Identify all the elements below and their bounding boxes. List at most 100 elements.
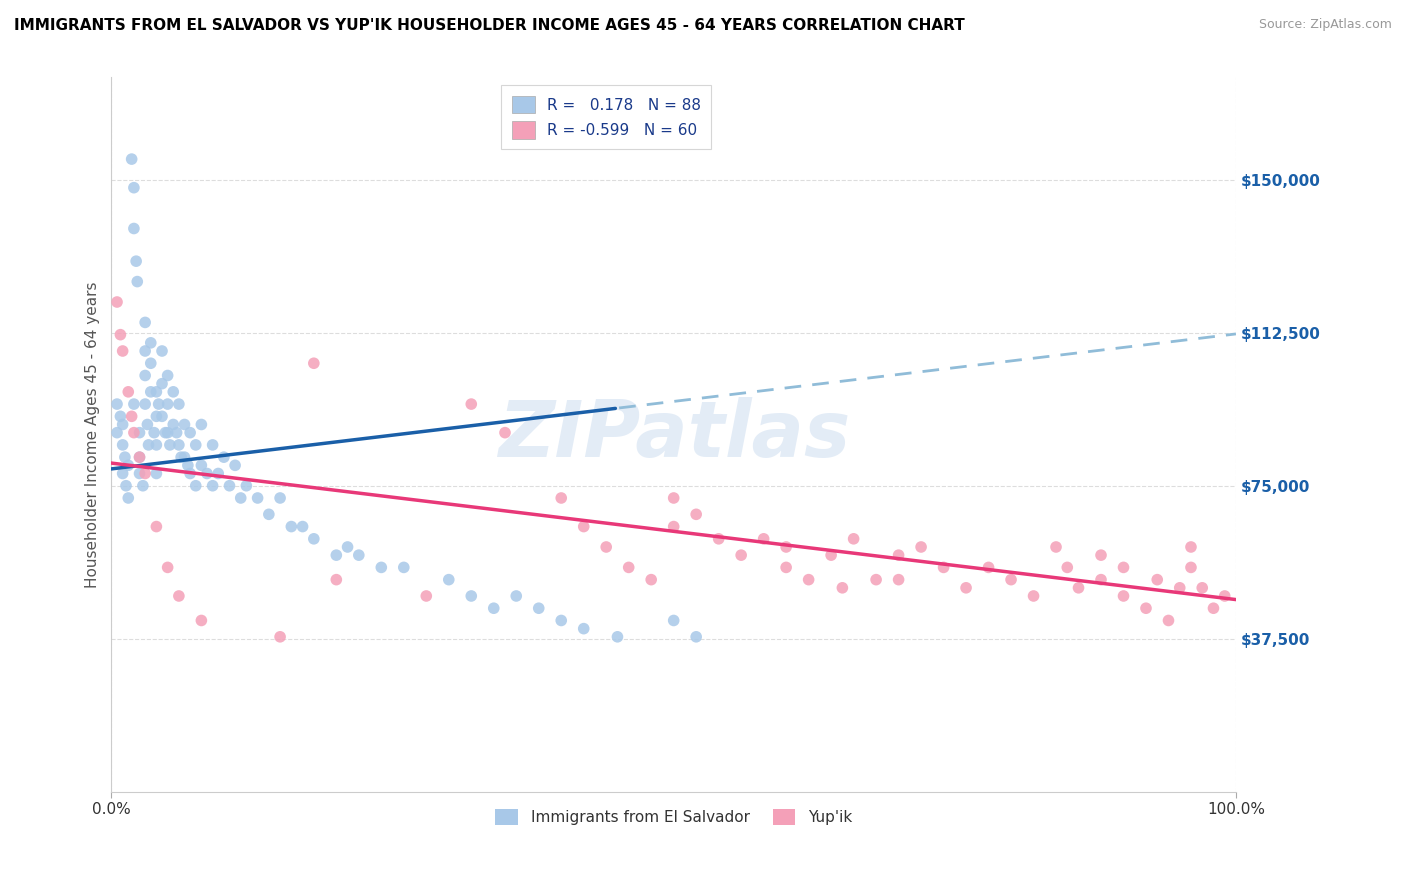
Point [179, 425, 201, 440]
Point [122, 397, 145, 411]
Point [1090, 573, 1112, 587]
Point [145, 438, 167, 452]
Point [136, 417, 159, 432]
Point [110, 409, 132, 424]
Point [775, 540, 797, 554]
Point [392, 560, 415, 574]
Point [1146, 573, 1168, 587]
Point [134, 397, 156, 411]
Point [775, 560, 797, 574]
Point [235, 479, 257, 493]
Point [177, 458, 200, 473]
Point [707, 532, 730, 546]
Point [302, 356, 325, 370]
Text: IMMIGRANTS FROM EL SALVADOR VS YUP'IK HOUSEHOLDER INCOME AGES 45 - 64 YEARS CORR: IMMIGRANTS FROM EL SALVADOR VS YUP'IK HO… [14, 18, 965, 33]
Point [1056, 560, 1078, 574]
Point [138, 438, 160, 452]
Text: ZIPatlas: ZIPatlas [498, 397, 849, 473]
Point [134, 368, 156, 383]
Point [145, 467, 167, 481]
Point [190, 458, 212, 473]
Point [797, 573, 820, 587]
Point [201, 479, 224, 493]
Point [229, 491, 252, 505]
Point [662, 519, 685, 533]
Point [218, 479, 240, 493]
Point [336, 540, 359, 554]
Point [662, 614, 685, 628]
Point [105, 397, 128, 411]
Point [595, 540, 617, 554]
Point [246, 491, 269, 505]
Point [195, 467, 218, 481]
Point [1045, 540, 1067, 554]
Point [166, 425, 188, 440]
Point [207, 467, 229, 481]
Point [460, 589, 482, 603]
Point [156, 368, 179, 383]
Point [842, 532, 865, 546]
Point [117, 491, 139, 505]
Point [114, 450, 136, 465]
Point [1180, 560, 1202, 574]
Point [143, 425, 166, 440]
Text: Source: ZipAtlas.com: Source: ZipAtlas.com [1258, 18, 1392, 31]
Point [1067, 581, 1090, 595]
Point [117, 458, 139, 473]
Point [257, 508, 280, 522]
Point [865, 573, 887, 587]
Point [640, 573, 662, 587]
Point [1157, 614, 1180, 628]
Point [1112, 560, 1135, 574]
Point [482, 601, 505, 615]
Point [831, 581, 853, 595]
Point [148, 397, 170, 411]
Point [460, 397, 482, 411]
Point [201, 438, 224, 452]
Point [156, 397, 179, 411]
Point [150, 409, 173, 424]
Point [122, 425, 145, 440]
Point [156, 425, 179, 440]
Point [121, 409, 143, 424]
Point [110, 327, 132, 342]
Point [127, 275, 149, 289]
Point [170, 450, 193, 465]
Point [111, 343, 134, 358]
Point [269, 630, 291, 644]
Point [134, 343, 156, 358]
Point [606, 630, 628, 644]
Point [139, 384, 162, 399]
Point [910, 540, 932, 554]
Point [1180, 540, 1202, 554]
Point [167, 438, 190, 452]
Point [184, 438, 207, 452]
Point [932, 560, 955, 574]
Point [179, 467, 201, 481]
Point [1112, 589, 1135, 603]
Point [325, 548, 347, 562]
Point [730, 548, 752, 562]
Point [173, 417, 195, 432]
Point [685, 630, 707, 644]
Point [128, 425, 150, 440]
Point [302, 532, 325, 546]
Point [1022, 589, 1045, 603]
Point [128, 467, 150, 481]
Point [173, 450, 195, 465]
Point [125, 254, 148, 268]
Point [122, 221, 145, 235]
Point [1090, 548, 1112, 562]
Point [105, 295, 128, 310]
Point [139, 335, 162, 350]
Point [617, 560, 640, 574]
Point [167, 589, 190, 603]
Y-axis label: Householder Income Ages 45 - 64 years: Householder Income Ages 45 - 64 years [86, 282, 100, 588]
Point [1000, 573, 1022, 587]
Point [550, 614, 572, 628]
Point [437, 573, 460, 587]
Point [325, 573, 347, 587]
Point [156, 560, 179, 574]
Point [134, 467, 156, 481]
Point [150, 376, 173, 391]
